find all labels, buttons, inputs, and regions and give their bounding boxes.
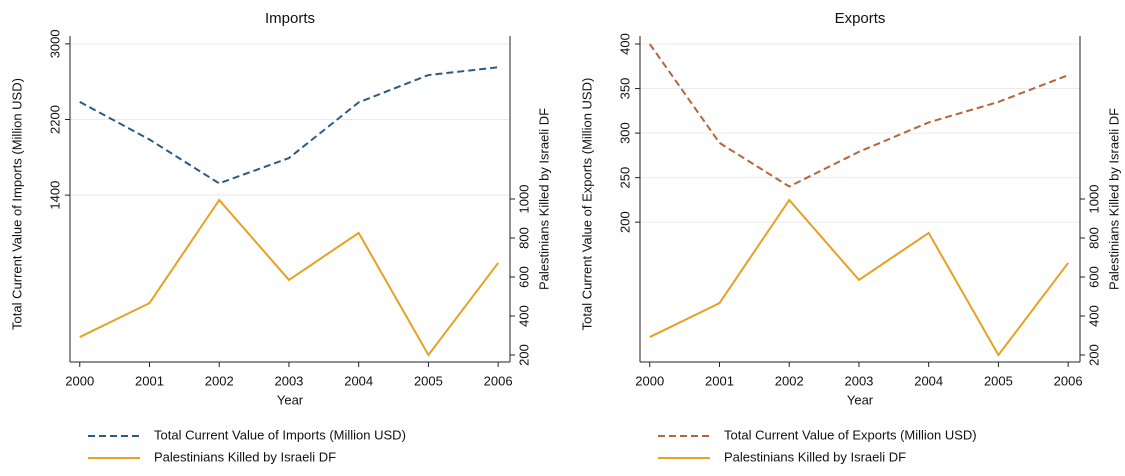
y-tick-label: 300: [617, 122, 632, 144]
x-tick-label: 2005: [984, 373, 1013, 388]
y2-tick-label: 800: [1086, 227, 1101, 249]
x-tick-label: 2001: [705, 373, 734, 388]
x-tick-label: 2002: [775, 373, 804, 388]
x-tick-label: 2000: [635, 373, 664, 388]
x-tick-label: 2000: [65, 373, 94, 388]
x-tick-label: 2004: [914, 373, 943, 388]
y2-tick-label: 600: [516, 266, 531, 288]
x-tick-label: 2006: [484, 373, 513, 388]
x-tick-label: 2002: [205, 373, 234, 388]
chart-title: Exports: [835, 10, 886, 27]
y-axis-title: Total Current Value of Exports (Million …: [579, 78, 594, 331]
y2-tick-label: 400: [516, 305, 531, 327]
x-axis-title: Year: [277, 392, 304, 407]
y2-tick-label: 800: [516, 227, 531, 249]
y2-tick-label: 200: [1086, 344, 1101, 366]
legend-label: Total Current Value of Exports (Million …: [724, 427, 977, 442]
legend-label: Total Current Value of Imports (Million …: [154, 427, 406, 442]
chart-title: Imports: [265, 10, 315, 27]
y2-tick-label: 600: [1086, 266, 1101, 288]
legend-label: Palestinians Killed by Israeli DF: [724, 449, 906, 464]
x-tick-label: 2006: [1054, 373, 1083, 388]
y-tick-label: 200: [617, 211, 632, 233]
y2-tick-label: 400: [1086, 305, 1101, 327]
x-tick-label: 2001: [135, 373, 164, 388]
y-tick-label: 1400: [47, 181, 62, 210]
series-line: [649, 198, 1069, 357]
series-line: [79, 66, 499, 185]
y-tick-label: 3000: [47, 29, 62, 58]
x-tick-label: 2005: [414, 373, 443, 388]
y-axis-title: Total Current Value of Imports (Million …: [9, 78, 24, 330]
x-axis-title: Year: [847, 392, 874, 407]
y2-axis-title: Palestinians Killed by Israeli DF: [536, 108, 551, 290]
y-tick-label: 250: [617, 167, 632, 189]
series-line: [648, 43, 1069, 188]
series-line: [79, 198, 499, 357]
x-tick-label: 2003: [844, 373, 873, 388]
y-tick-label: 350: [617, 78, 632, 100]
legend-label: Palestinians Killed by Israeli DF: [154, 449, 336, 464]
y-tick-label: 2200: [47, 105, 62, 134]
y2-tick-label: 200: [516, 344, 531, 366]
x-tick-label: 2004: [344, 373, 373, 388]
x-tick-label: 2003: [274, 373, 303, 388]
y2-tick-label: 1000: [1086, 185, 1101, 214]
y2-tick-label: 1000: [516, 185, 531, 214]
y-tick-label: 400: [617, 33, 632, 55]
y2-axis-title: Palestinians Killed by Israeli DF: [1106, 108, 1121, 290]
